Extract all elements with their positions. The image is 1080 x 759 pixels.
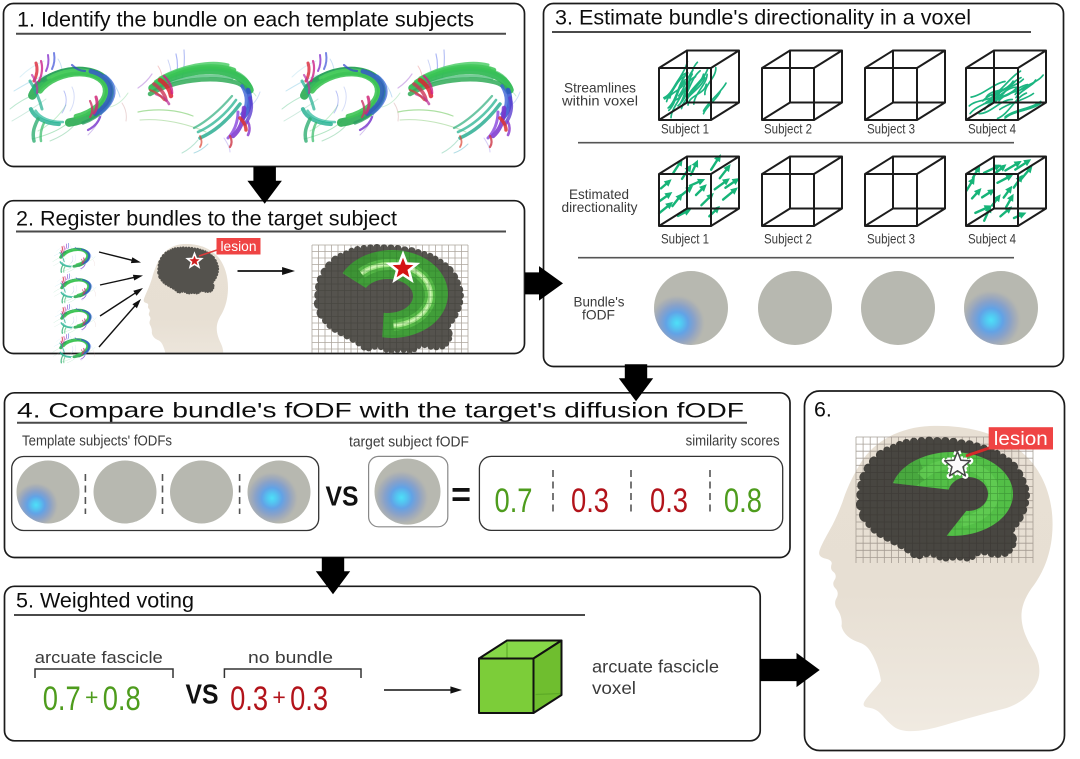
- svg-text:Subject 1: Subject 1: [661, 121, 709, 137]
- svg-text:directionality: directionality: [562, 199, 638, 215]
- svg-text:VS: VS: [186, 679, 219, 710]
- svg-text:no bundle: no bundle: [248, 648, 333, 667]
- svg-text:Template subjects' fODFs: Template subjects' fODFs: [22, 433, 172, 450]
- svg-text:Estimated: Estimated: [569, 186, 629, 202]
- svg-text:Subject 4: Subject 4: [968, 121, 1016, 137]
- svg-text:within voxel: within voxel: [561, 93, 638, 109]
- svg-text:target subject fODF: target subject fODF: [349, 434, 469, 451]
- svg-text:arcuate fascicle: arcuate fascicle: [35, 648, 163, 667]
- svg-text:0.7: 0.7: [495, 482, 533, 520]
- svg-text:Subject 2: Subject 2: [764, 121, 812, 137]
- svg-text:Subject 3: Subject 3: [867, 121, 915, 137]
- svg-text:=: =: [451, 476, 471, 514]
- svg-text:voxel: voxel: [592, 678, 636, 698]
- svg-text:lesion: lesion: [994, 429, 1048, 450]
- svg-text:Subject 2: Subject 2: [764, 231, 812, 247]
- svg-text:fODF: fODF: [582, 306, 615, 322]
- svg-text:Subject 3: Subject 3: [867, 231, 915, 247]
- svg-text:lesion: lesion: [221, 239, 257, 254]
- svg-text:2. Register bundles to the tar: 2. Register bundles to the target subjec…: [16, 207, 397, 231]
- svg-text:+: +: [272, 684, 285, 710]
- svg-text:Bundle's: Bundle's: [574, 293, 625, 309]
- svg-text:0.3: 0.3: [650, 482, 688, 520]
- svg-text:0.7: 0.7: [43, 680, 81, 718]
- svg-text:Subject 1: Subject 1: [661, 231, 709, 247]
- svg-text:0.3: 0.3: [571, 482, 609, 520]
- svg-text:0.3: 0.3: [230, 680, 268, 718]
- svg-text:similarity scores: similarity scores: [686, 433, 780, 450]
- svg-text:+: +: [85, 684, 98, 710]
- svg-text:0.3: 0.3: [290, 680, 328, 718]
- svg-text:0.8: 0.8: [724, 482, 762, 520]
- svg-text:Streamlines: Streamlines: [564, 80, 636, 96]
- svg-text:Subject 4: Subject 4: [968, 231, 1016, 247]
- svg-text:5. Weighted voting: 5. Weighted voting: [16, 589, 194, 613]
- svg-text:1. Identify the bundle on each: 1. Identify the bundle on each template …: [17, 8, 474, 32]
- svg-text:0.8: 0.8: [103, 680, 141, 718]
- svg-text:3. Estimate bundle's direction: 3. Estimate bundle's directionality in a…: [555, 6, 971, 30]
- svg-text:arcuate fascicle: arcuate fascicle: [592, 657, 719, 677]
- svg-text:4. Compare bundle's fODF with: 4. Compare bundle's fODF with the target…: [17, 399, 744, 423]
- svg-text:VS: VS: [326, 481, 359, 512]
- svg-text:6.: 6.: [814, 398, 832, 422]
